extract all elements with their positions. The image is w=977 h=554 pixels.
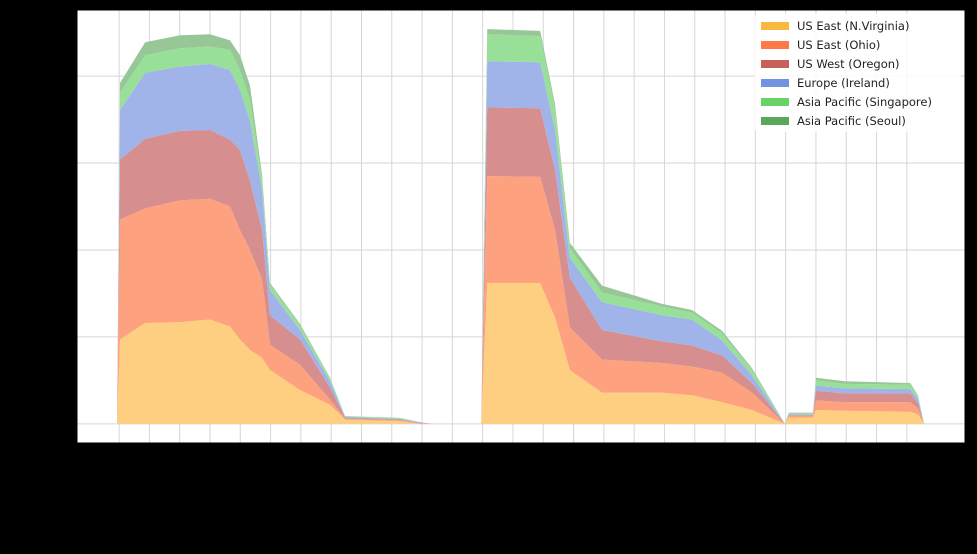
legend-label: Asia Pacific (Singapore) bbox=[797, 95, 932, 109]
legend-label: US East (Ohio) bbox=[797, 38, 881, 52]
legend-swatch-icon bbox=[761, 22, 789, 30]
legend-label: Europe (Ireland) bbox=[797, 76, 890, 90]
legend-swatch-icon bbox=[761, 98, 789, 106]
legend-label: US West (Oregon) bbox=[797, 57, 900, 71]
area-europe-ireland bbox=[117, 61, 925, 424]
chart-legend: US East (N.Virginia) US East (Ohio) US W… bbox=[755, 14, 961, 132]
legend-item-us-east-nvirginia: US East (N.Virginia) bbox=[761, 17, 909, 35]
area-us-west-oregon bbox=[117, 107, 925, 424]
legend-item-us-west-oregon: US West (Oregon) bbox=[761, 55, 900, 73]
legend-swatch-icon bbox=[761, 79, 789, 87]
legend-label: US East (N.Virginia) bbox=[797, 19, 910, 33]
legend-item-us-east-ohio: US East (Ohio) bbox=[761, 36, 880, 54]
legend-swatch-icon bbox=[761, 117, 789, 125]
legend-item-asia-pacific-singapore: Asia Pacific (Singapore) bbox=[761, 93, 932, 111]
area-us-east-ohio bbox=[117, 176, 925, 424]
legend-item-asia-pacific-seoul: Asia Pacific (Seoul) bbox=[761, 112, 906, 130]
area-us-east-n-virginia bbox=[117, 283, 925, 424]
area-asia-pacific-singapore bbox=[117, 34, 925, 424]
legend-swatch-icon bbox=[761, 41, 789, 49]
area-series bbox=[117, 29, 925, 424]
legend-swatch-icon bbox=[761, 60, 789, 68]
legend-item-europe-ireland: Europe (Ireland) bbox=[761, 74, 890, 92]
plot-frame bbox=[76, 9, 966, 444]
legend-label: Asia Pacific (Seoul) bbox=[797, 114, 906, 128]
